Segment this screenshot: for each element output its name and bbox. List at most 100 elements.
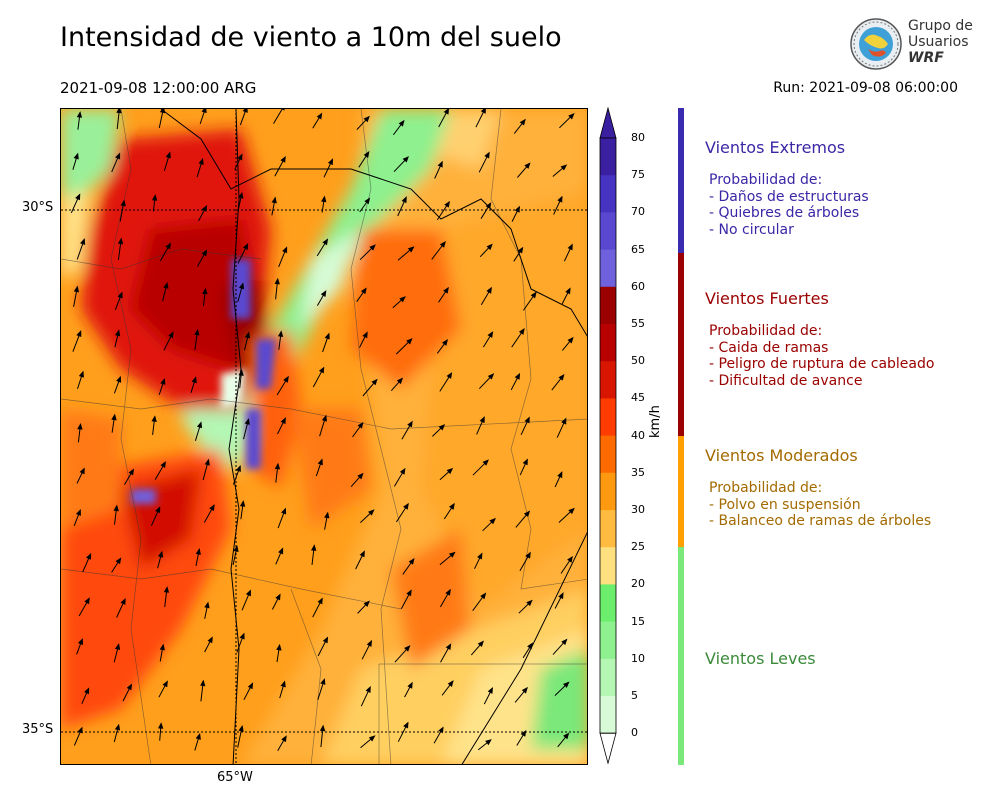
wind-arrow-head xyxy=(162,680,168,688)
wind-arrow-head xyxy=(567,555,573,563)
wind-arrow-head xyxy=(557,195,563,203)
wind-arrow-head xyxy=(487,331,494,338)
colorbar-cell xyxy=(600,286,616,325)
colorbar-cell xyxy=(600,658,616,697)
wind-arrow-head xyxy=(318,366,325,374)
colorbar-cell xyxy=(600,361,616,399)
wind-arrow-head xyxy=(317,458,323,466)
wind-arrow-head xyxy=(120,199,126,207)
colorbar-tick-label: 0 xyxy=(631,726,638,740)
wind-arrow-head xyxy=(522,458,528,466)
wind-arrow-head xyxy=(443,286,449,294)
run-time: Run: 2021-09-08 06:00:00 xyxy=(773,80,958,96)
wind-arrow-head xyxy=(446,467,454,475)
wind-arrow-head xyxy=(77,726,83,734)
wind-arrow-head xyxy=(244,331,251,339)
category-desc-strong: Probabilidad de: - Caida de ramas - Peli… xyxy=(709,323,935,389)
wind-arrow-head xyxy=(239,500,246,507)
wind-arrow-head xyxy=(235,464,241,472)
wind-arrow-head xyxy=(480,592,487,600)
wind-arrow-head xyxy=(114,329,121,337)
colorbar-tick-label: 15 xyxy=(631,614,645,628)
category-desc-extreme: Probabilidad de: - Daños de estructuras … xyxy=(709,172,869,238)
wind-arrow-head xyxy=(523,510,531,518)
wind-arrow-head xyxy=(518,328,525,335)
wind-arrow-head xyxy=(278,547,284,555)
colorbar-cell xyxy=(600,249,616,288)
wind-arrow-head xyxy=(527,642,533,650)
wind-arrow-head xyxy=(194,328,200,336)
colorbar-tick-label: 60 xyxy=(631,279,645,293)
colorbar-tick-label: 10 xyxy=(631,651,645,665)
colorbar-cells xyxy=(599,106,617,765)
colorbar-tick-label: 65 xyxy=(631,242,645,256)
wind-arrow-head xyxy=(274,462,281,470)
wind-arrow-head xyxy=(366,639,372,647)
wind-arrow-head xyxy=(561,638,568,646)
wind-arrow-head xyxy=(445,588,451,596)
wind-arrow-head xyxy=(403,502,409,510)
wind-arrow-head xyxy=(442,339,448,346)
wind-arrow-head xyxy=(281,109,285,111)
wind-arrow-head xyxy=(316,112,323,120)
wind-arrow-head xyxy=(117,237,124,245)
wind-arrow-head xyxy=(438,726,444,734)
wind-arrow-head xyxy=(320,678,326,685)
wind-arrow-head xyxy=(78,370,84,378)
category-title-light: Vientos Leves xyxy=(705,649,816,668)
colorbar-cell xyxy=(600,584,616,623)
wind-arrow-head xyxy=(565,287,571,295)
wind-arrow-head xyxy=(363,115,370,123)
wind-arrow-head xyxy=(448,502,455,510)
wind-arrow-head xyxy=(368,509,375,516)
colorbar-tick-label: 75 xyxy=(631,168,645,182)
wind-arrow-head xyxy=(73,152,79,160)
wind-field-svg xyxy=(61,109,587,764)
wind-arrow-head xyxy=(77,423,83,430)
wind-arrow-head xyxy=(202,287,208,295)
wind-arrow-head xyxy=(327,158,334,166)
wind-arrow-head xyxy=(567,243,573,251)
wind-arrow-head xyxy=(401,196,407,204)
wind-arrow-head xyxy=(480,109,486,114)
wind-arrow-head xyxy=(396,377,404,385)
wind-arrows xyxy=(70,109,575,752)
colorbar-cell xyxy=(600,138,616,176)
lat-label-35s: 35°S xyxy=(22,722,54,737)
wind-arrow-head xyxy=(280,417,286,425)
logo-line1: Grupo de xyxy=(908,18,973,34)
wind-arrow-head xyxy=(237,153,243,161)
colorbar-cell xyxy=(600,435,616,474)
lat-label-30s: 30°S xyxy=(22,200,54,215)
wind-arrow-head xyxy=(276,643,282,651)
wind-arrow-head xyxy=(369,244,376,251)
wind-arrow-head xyxy=(120,597,126,605)
wind-arrow-head xyxy=(487,373,495,380)
colorbar-tick-label: 30 xyxy=(631,503,645,516)
wind-arrow-head xyxy=(79,467,85,475)
wind-arrow-head xyxy=(126,683,132,691)
wind-arrow-head xyxy=(238,724,244,732)
wind-arrow-head xyxy=(195,548,201,555)
wind-arrow-head xyxy=(322,238,329,246)
colorbar-cell xyxy=(600,324,616,362)
wind-arrow-head xyxy=(519,118,526,126)
wind-arrow-head xyxy=(359,550,365,558)
wind-arrow-head xyxy=(117,291,123,299)
wind-arrow-head xyxy=(244,418,250,425)
wind-arrow-head xyxy=(280,680,286,688)
wind-arrow-head xyxy=(567,336,574,344)
wind-arrow-head xyxy=(277,330,284,337)
map-title: Intensidad de viento a 10m del suelo xyxy=(60,22,562,53)
colorbar-extend-bottom xyxy=(599,732,617,765)
wind-arrow-head xyxy=(485,202,492,210)
wind-arrow-head xyxy=(517,246,524,254)
wind-arrow-head xyxy=(128,468,135,476)
wind-arrow-head xyxy=(563,732,570,740)
extreme-bar xyxy=(678,108,684,253)
category-desc-moderate: Probabilidad de: - Polvo en suspensión -… xyxy=(709,480,932,529)
colorbar-tick-label: 45 xyxy=(631,391,645,405)
wind-arrow-head xyxy=(168,331,174,339)
wind-arrow-head xyxy=(477,552,483,560)
wind-arrow-head xyxy=(448,551,456,558)
